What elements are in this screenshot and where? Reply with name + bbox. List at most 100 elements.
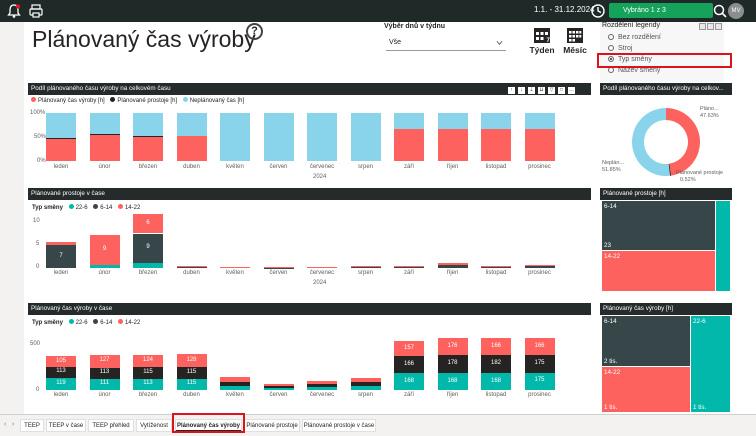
bar-segment[interactable] (307, 380, 337, 384)
bar-segment[interactable] (89, 378, 120, 390)
legend-item[interactable]: 6-14 (89, 204, 112, 211)
bar-segment[interactable] (437, 264, 468, 268)
share-bar-segment[interactable] (89, 135, 120, 161)
drill-up-icon[interactable]: ↑ (508, 87, 515, 94)
week-button[interactable]: 7 Týden (525, 25, 559, 59)
drill-down-icon[interactable]: ↓ (518, 87, 525, 94)
bar-segment[interactable] (46, 378, 76, 390)
more-options-icon[interactable]: … (568, 87, 575, 94)
bar-segment[interactable] (176, 266, 207, 268)
donut-slice[interactable] (668, 163, 672, 176)
bar-segment[interactable] (46, 366, 76, 379)
bar-segment[interactable] (481, 355, 511, 374)
bar-segment[interactable] (46, 245, 76, 268)
bar-segment[interactable] (437, 263, 468, 265)
radio-shift-name[interactable]: Název směny (608, 67, 660, 74)
help-icon[interactable]: ? (246, 23, 263, 40)
donut-slice[interactable] (632, 108, 670, 176)
bar-segment[interactable] (46, 241, 76, 245)
share-bar-segment[interactable] (133, 136, 163, 161)
treemap-cell[interactable]: 14-22 1 tis. (602, 367, 690, 412)
month-button[interactable]: Měsíc (558, 25, 592, 59)
bar-segment[interactable] (394, 266, 424, 268)
bar-segment[interactable] (524, 372, 555, 390)
bar-segment[interactable] (524, 265, 555, 266)
bar-segment[interactable] (176, 354, 207, 367)
bar-segment[interactable] (89, 235, 120, 265)
share-bar-segment[interactable] (307, 113, 337, 161)
bar-segment[interactable] (263, 386, 294, 388)
bar-segment[interactable] (350, 377, 381, 382)
share-bar-segment[interactable] (524, 128, 555, 161)
legend-item[interactable]: 22-6 (65, 204, 88, 211)
bar-segment[interactable] (524, 355, 555, 373)
day-slicer-dropdown[interactable]: Vše (386, 37, 506, 51)
bar-segment[interactable] (220, 377, 250, 382)
share-bar-segment[interactable] (437, 113, 468, 129)
share-bar-segment[interactable] (89, 134, 120, 136)
bar-segment[interactable] (524, 338, 555, 355)
avatar[interactable]: MV (728, 3, 744, 19)
bar-segment[interactable] (394, 356, 424, 374)
bar-segment[interactable] (394, 340, 424, 357)
radio-shift-type[interactable]: Typ směny (608, 56, 652, 63)
legend-item[interactable]: Plánovaný čas výroby [h] (27, 97, 105, 104)
focus-icon[interactable] (707, 23, 714, 30)
bar-segment[interactable] (263, 388, 294, 390)
share-bar-segment[interactable] (481, 128, 511, 161)
bar-segment[interactable] (263, 383, 294, 386)
tab-planovane-prostoje-v-case[interactable]: Plánované prostoje v čase (302, 419, 376, 432)
bar-segment[interactable] (307, 384, 337, 387)
bar-segment[interactable] (133, 213, 163, 234)
tab-planovane-prostoje[interactable]: Plánované prostoje (244, 419, 300, 432)
focus-mode-icon[interactable]: □ (558, 87, 565, 94)
tab-teep-v-case[interactable]: TEEP v čase (46, 419, 86, 432)
radio-no-split[interactable]: Bez rozdělení (608, 34, 661, 41)
selection-filter-button[interactable]: Vybráno 1 z 3 (609, 3, 713, 18)
bar-segment[interactable] (89, 354, 120, 368)
bar-segment[interactable] (394, 373, 424, 390)
share-bar-segment[interactable] (481, 113, 511, 129)
bar-segment[interactable] (437, 355, 468, 374)
tab-next-icon[interactable]: › (12, 421, 15, 428)
treemap-cell[interactable] (716, 201, 730, 291)
share-bar-segment[interactable] (220, 113, 250, 161)
legend-item[interactable]: 6-14 (89, 319, 112, 326)
bar-segment[interactable] (481, 266, 511, 267)
bar-segment[interactable] (524, 265, 555, 268)
bar-segment[interactable] (481, 338, 511, 355)
share-bar-segment[interactable] (133, 113, 163, 136)
bar-segment[interactable] (350, 266, 381, 268)
eraser-icon[interactable] (699, 23, 706, 30)
bar-segment[interactable] (89, 264, 120, 268)
tab-vytizenost[interactable]: Vytíženost (136, 419, 172, 432)
share-bar-segment[interactable] (263, 113, 294, 161)
more-options-icon[interactable] (715, 23, 722, 30)
search-icon[interactable] (712, 3, 728, 19)
bar-segment[interactable] (437, 337, 468, 356)
bar-segment[interactable] (133, 378, 163, 390)
bar-segment[interactable] (350, 386, 381, 390)
bar-segment[interactable] (350, 382, 381, 386)
bar-segment[interactable] (307, 387, 337, 390)
share-bar-segment[interactable] (394, 113, 424, 129)
treemap-cell[interactable]: 6-14 23 (602, 201, 715, 250)
treemap-cell[interactable]: 14-22 (602, 251, 715, 291)
bar-segment[interactable] (437, 373, 468, 390)
donut-slice[interactable] (666, 108, 700, 176)
share-bar-segment[interactable] (350, 113, 381, 161)
expand-all-icon[interactable]: ⇊ (538, 87, 545, 94)
bar-segment[interactable] (176, 378, 207, 390)
radio-machine[interactable]: Stroj (608, 45, 632, 52)
treemap-cell[interactable]: 22-6 1 tis. (691, 316, 730, 412)
tab-teep[interactable]: TEEP (20, 419, 44, 432)
share-bar-segment[interactable] (437, 128, 468, 161)
treemap-cell[interactable]: 6-14 2 tis. (602, 316, 690, 366)
legend-item[interactable]: 14-22 (114, 204, 140, 211)
bar-segment[interactable] (133, 233, 163, 264)
legend-item[interactable]: Plánované prostoje [h] (106, 97, 177, 104)
legend-item[interactable]: 14-22 (114, 319, 140, 326)
tab-prev-icon[interactable]: ‹ (4, 421, 7, 428)
tab-teep-prehled[interactable]: TEEP přehled (88, 419, 134, 432)
print-icon[interactable] (28, 3, 44, 19)
